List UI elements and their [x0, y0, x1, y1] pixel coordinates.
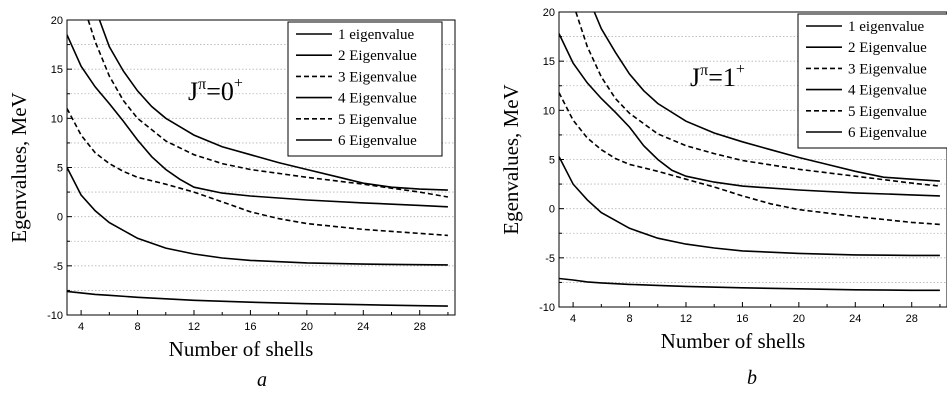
x-tick-label: 4	[78, 321, 84, 333]
series-line-3	[67, 108, 448, 237]
x-tick-label: 8	[134, 321, 140, 333]
x-tick-label: 20	[301, 321, 313, 333]
panel-label: b	[747, 367, 757, 389]
panel-a: -10 -5 0 5 10 15 20 4 8 12 16 20 24 28 1 eigenvalue 2 E…	[7, 15, 456, 391]
x-tick-label: 28	[414, 321, 426, 333]
x-axis-title: Number of shells	[661, 329, 806, 353]
series-line-5	[575, 12, 940, 187]
legend-label: 6 Eigenvalue	[338, 133, 417, 149]
y-tick-label: -10	[47, 310, 63, 322]
legend-label: 1 eigenvalue	[848, 19, 925, 35]
series-group	[67, 20, 449, 307]
legend-label: 3 Eigenvalue	[338, 69, 417, 85]
y-tick-label: 15	[543, 56, 555, 68]
series-line-2	[559, 156, 940, 257]
y-tick-label: 0	[549, 204, 555, 216]
series-line-4	[67, 34, 448, 208]
y-tick-label: 20	[543, 7, 555, 19]
legend-label: 5 Eigenvalue	[848, 104, 927, 120]
legend-label: 2 Eigenvalue	[848, 40, 927, 56]
x-tick-label: 28	[906, 313, 918, 325]
series-line-4	[559, 33, 940, 197]
series-line-6	[593, 12, 940, 182]
legend-box	[287, 21, 443, 157]
panel-b: -10 -5 0 5 10 15 20 4 8 12 16 20 24 28 1 eigenvalue 2 E…	[499, 7, 947, 389]
legend-label: 3 Eigenvalue	[848, 61, 927, 77]
legend-label: 2 Eigenvalue	[338, 48, 417, 64]
x-tick-label: 12	[188, 321, 200, 333]
legend: 1 eigenvalue 2 Eigenvalue 3 Eigenvalue 4 Ei…	[287, 21, 443, 157]
series-line-6	[98, 20, 448, 191]
legend-label: 4 Eigenvalue	[848, 83, 927, 99]
y-axis-title: Egenvalues, MeV	[499, 84, 523, 234]
series-group	[559, 12, 940, 292]
panel-label: a	[257, 369, 267, 391]
legend-label: 6 Eigenvalue	[848, 125, 927, 141]
x-axis-title: Number of shells	[169, 337, 314, 361]
legend-box	[797, 13, 947, 149]
x-tick-label: 16	[736, 313, 748, 325]
y-axis-title: Egenvalues, MeV	[7, 92, 31, 242]
series-line-1	[67, 290, 448, 307]
x-tick-label: 20	[793, 313, 805, 325]
legend-label: 1 eigenvalue	[338, 27, 415, 43]
jpi-annotation: Jπ=0+	[188, 75, 243, 106]
series-line-3	[559, 92, 940, 226]
y-tick-label: 20	[51, 15, 63, 27]
x-tick-label: 8	[626, 313, 632, 325]
y-tick-label: 5	[549, 155, 555, 167]
y-tick-label: 15	[51, 64, 63, 76]
series-line-5	[87, 20, 449, 198]
jpi-annotation: Jπ=1+	[690, 61, 745, 92]
legend-label: 5 Eigenvalue	[338, 112, 417, 128]
x-tick-label: 4	[570, 313, 576, 325]
x-tick-label: 16	[244, 321, 256, 333]
y-tick-label: 5	[57, 163, 63, 175]
y-tick-label: 0	[57, 212, 63, 224]
series-line-1	[559, 277, 940, 292]
y-tick-label: -5	[545, 253, 555, 265]
y-tick-label: 10	[51, 113, 63, 125]
y-tick-label: -10	[539, 302, 555, 314]
series-line-2	[67, 167, 448, 266]
legend: 1 eigenvalue 2 Eigenvalue 3 Eigenvalue 4 Ei…	[797, 13, 947, 149]
y-tick-label: -5	[53, 261, 63, 273]
legend-label: 4 Eigenvalue	[338, 91, 417, 107]
x-tick-label: 24	[357, 321, 369, 333]
x-tick-label: 12	[680, 313, 692, 325]
x-tick-label: 24	[849, 313, 861, 325]
y-tick-label: 10	[543, 105, 555, 117]
